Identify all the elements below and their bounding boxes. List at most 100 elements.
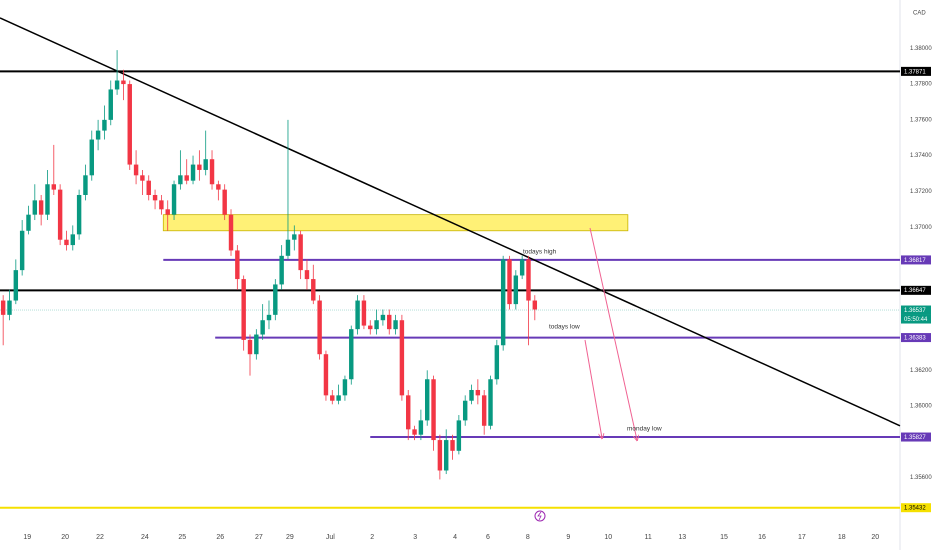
zone <box>162 214 629 232</box>
candle-body <box>399 320 405 396</box>
candle-body <box>222 189 227 215</box>
level-label-box <box>901 285 931 295</box>
candle-body <box>203 159 208 170</box>
y-tick-label: 1.36000 <box>910 404 932 410</box>
last-price-label: 1.36537 <box>904 308 926 314</box>
x-tick-label: 6 <box>486 534 490 541</box>
candle-body <box>513 275 519 305</box>
candle-body <box>228 214 234 251</box>
candle-body <box>456 420 462 451</box>
x-tick-label: 3 <box>413 534 417 541</box>
candle-body <box>13 270 19 301</box>
price-axis: 1.38000 1.37800 1.37600 1.37400 1.37200 1.370… <box>901 46 932 513</box>
annotation: todays high <box>523 249 557 256</box>
candle-body <box>19 230 25 271</box>
arrow <box>584 339 602 438</box>
candle-body <box>121 80 126 85</box>
candle-body <box>32 200 38 215</box>
countdown-label-box <box>901 314 931 324</box>
candle-body <box>475 389 481 396</box>
candle-body <box>526 259 531 301</box>
x-tick-label: 9 <box>566 534 570 541</box>
candle-body <box>425 379 430 421</box>
level-label-box <box>901 432 931 442</box>
x-tick-label: 20 <box>61 534 69 541</box>
candle-body <box>26 214 31 231</box>
x-tick-label: 16 <box>758 534 766 541</box>
candle-body <box>469 389 474 401</box>
candle-body <box>51 184 57 190</box>
level-label-box <box>901 503 931 513</box>
candle-body <box>108 89 113 120</box>
candle-body <box>0 300 6 315</box>
candle-body <box>216 184 221 190</box>
candle-body <box>266 314 272 321</box>
level-label: 1.36647 <box>904 288 926 294</box>
candle-body <box>437 440 443 471</box>
x-tick-label: 15 <box>720 534 728 541</box>
level-label: 1.35432 <box>904 506 926 512</box>
currency-label: CAD <box>913 11 926 17</box>
candle-body <box>349 329 354 380</box>
candle-body <box>323 354 329 396</box>
candle-body <box>443 440 449 471</box>
candle-body <box>178 175 183 185</box>
candle-body <box>209 159 215 185</box>
y-tick-label: 1.37400 <box>910 153 932 159</box>
annotation: todays low <box>549 324 580 331</box>
candle-body <box>336 395 341 401</box>
x-tick-label: 29 <box>286 534 294 541</box>
candle-body <box>500 259 506 346</box>
countdown-label: 05:50:44 <box>904 317 928 323</box>
y-tick-label: 1.37000 <box>910 225 932 231</box>
candle-body <box>247 339 253 355</box>
candle-body <box>171 184 177 215</box>
level-label: 1.35827 <box>904 435 926 441</box>
candle-body <box>488 379 493 426</box>
candle-body <box>494 345 500 380</box>
x-tick-label: 11 <box>644 534 651 541</box>
candle-body <box>83 175 88 195</box>
x-tick-label: 10 <box>604 534 612 541</box>
x-tick-label: 18 <box>838 534 846 541</box>
candle-body <box>165 209 170 215</box>
candle-body <box>146 180 151 195</box>
x-tick-label: 13 <box>678 534 686 541</box>
level-label-box <box>901 333 931 343</box>
candle-body <box>273 284 278 315</box>
candle-body <box>38 200 44 215</box>
candle-body <box>7 300 12 315</box>
candle-body <box>140 175 145 181</box>
candle-body <box>481 395 487 426</box>
candle-body <box>45 184 50 215</box>
x-tick-label: 2 <box>370 534 374 541</box>
candle-body <box>519 259 525 276</box>
candle-body <box>114 80 120 90</box>
candle-body <box>127 84 132 165</box>
candle-body <box>279 255 284 285</box>
candle-body <box>292 234 297 240</box>
x-tick-label: 8 <box>526 534 530 541</box>
candle-body <box>374 320 379 330</box>
candle-body <box>406 395 411 430</box>
candle-body <box>418 420 424 435</box>
x-tick-label: 19 <box>23 534 31 541</box>
y-tick-label: 1.35600 <box>910 475 932 481</box>
annotation: monday low <box>627 426 662 433</box>
y-tick-label: 1.37200 <box>910 189 932 195</box>
plot-area <box>0 17 901 509</box>
x-tick-label: 26 <box>216 534 224 541</box>
y-tick-label: 1.36200 <box>910 368 932 374</box>
candle-body <box>317 300 322 355</box>
candle-body <box>285 239 291 256</box>
level-label: 1.36817 <box>904 258 926 264</box>
candle-body <box>254 334 259 355</box>
candle-body <box>57 189 63 240</box>
event-icon-glyph <box>537 511 542 521</box>
candle-body <box>462 400 468 421</box>
candle-body <box>184 175 189 181</box>
x-tick-label: 24 <box>141 534 149 541</box>
arrow <box>589 227 637 440</box>
